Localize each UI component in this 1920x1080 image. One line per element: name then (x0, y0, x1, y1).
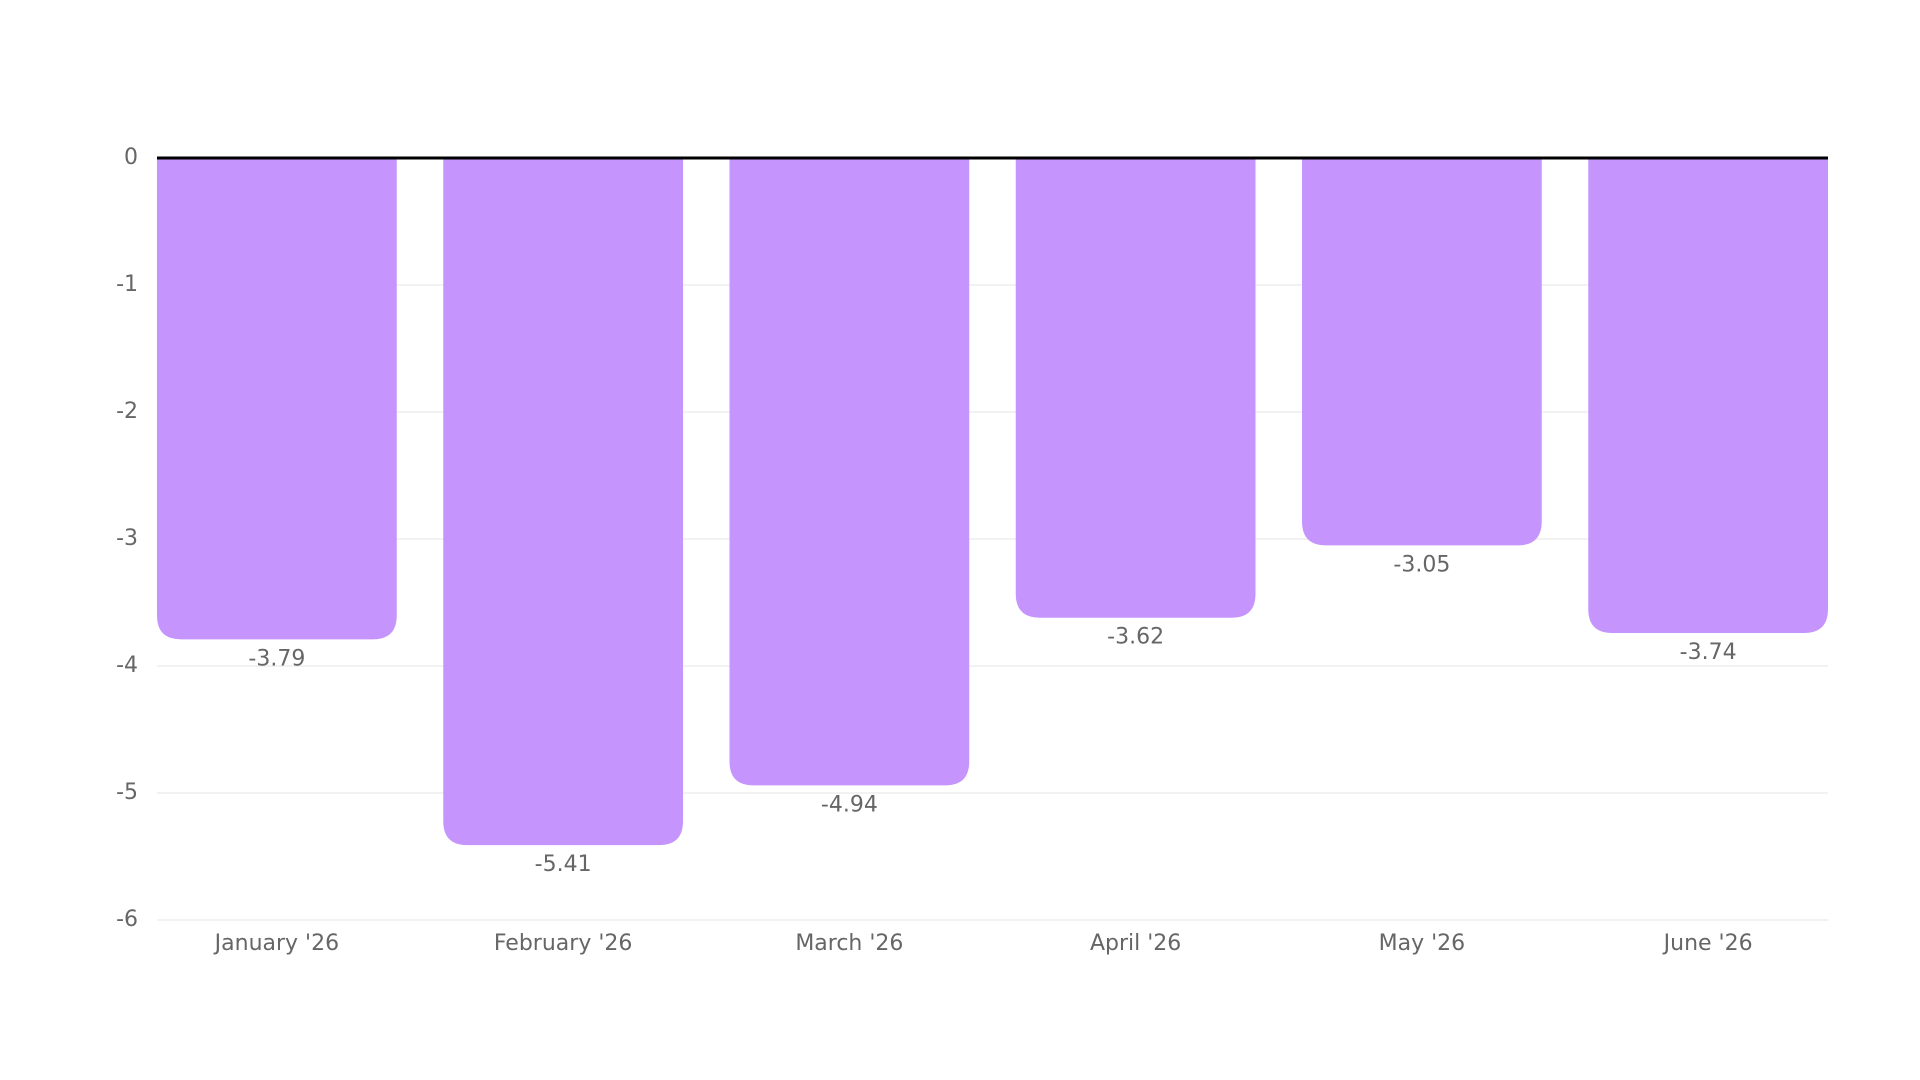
value-label: -4.94 (821, 792, 878, 817)
y-tick-label: -6 (116, 907, 138, 932)
value-label: -5.41 (535, 852, 592, 877)
x-tick-label: May '26 (1379, 931, 1466, 956)
x-tick-label: June '26 (1662, 931, 1753, 956)
x-tick-label: March '26 (795, 931, 903, 956)
value-label: -3.62 (1107, 625, 1164, 650)
y-tick-label: -5 (116, 780, 138, 805)
bar (1015, 158, 1256, 618)
bar (157, 158, 397, 640)
y-tick-label: -4 (116, 653, 138, 678)
y-tick-label: 0 (124, 145, 138, 170)
bar (443, 158, 683, 846)
x-tick-label: April '26 (1090, 931, 1181, 956)
bar (1302, 158, 1542, 546)
y-tick-label: -3 (116, 526, 138, 551)
value-label: -3.74 (1680, 640, 1737, 665)
value-label: -3.79 (248, 646, 305, 671)
y-tick-label: -2 (116, 399, 138, 424)
y-tick-label: -1 (116, 272, 138, 297)
x-tick-label: February '26 (494, 931, 633, 956)
value-label: -3.05 (1393, 552, 1450, 577)
bar (729, 158, 970, 786)
x-tick-label: January '26 (213, 931, 339, 956)
bar (1588, 158, 1828, 633)
